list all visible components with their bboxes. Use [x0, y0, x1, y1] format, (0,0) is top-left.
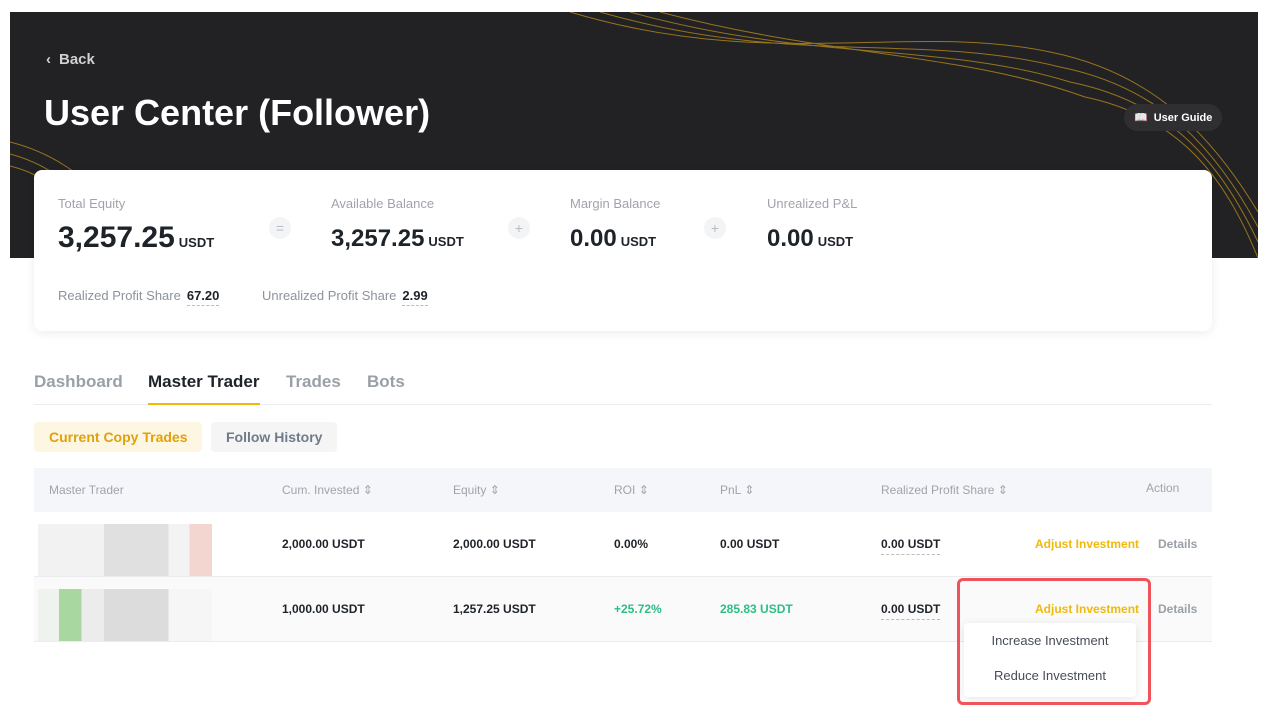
- sort-icon[interactable]: ⇕: [638, 483, 649, 497]
- unrealized-pnl-value: 0.00: [767, 225, 814, 252]
- sort-icon[interactable]: ⇕: [997, 483, 1008, 497]
- tab-bots[interactable]: Bots: [367, 372, 405, 391]
- realized-profit-share-cell[interactable]: 0.00 USDT: [881, 602, 941, 620]
- cum-invested-cell: 1,000.00 USDT: [282, 602, 365, 616]
- equity-cell: 2,000.00 USDT: [453, 537, 536, 551]
- sort-icon[interactable]: ⇕: [489, 483, 500, 497]
- unrealized-profit-share-label: Unrealized Profit Share: [262, 288, 397, 303]
- unrealized-pnl-label: Unrealized P&L: [767, 196, 858, 211]
- col-realized-profit-share-label: Realized Profit Share: [881, 483, 995, 497]
- available-balance-unit: USDT: [428, 234, 464, 249]
- chevron-left-icon: ‹: [46, 51, 51, 68]
- realized-profit-share-value[interactable]: 67.20: [186, 288, 220, 306]
- adjust-investment-button[interactable]: Adjust Investment: [1035, 537, 1140, 551]
- available-balance: Available Balance 3,257.25 USDT: [331, 196, 464, 253]
- main-tabs: Dashboard Master Trader Trades Bots: [34, 372, 1212, 405]
- plus-icon: +: [704, 217, 726, 239]
- table-header: Master Trader Cum. Invested ⇕ Equity ⇕ R…: [34, 468, 1212, 512]
- trader-avatar-blurred[interactable]: [38, 524, 212, 576]
- current-copy-trades-button[interactable]: Current Copy Trades: [34, 422, 203, 452]
- reduce-investment-option[interactable]: Reduce Investment: [993, 668, 1106, 683]
- unrealized-pnl: Unrealized P&L 0.00 USDT: [767, 196, 857, 253]
- col-cum-invested-label: Cum. Invested: [282, 483, 360, 497]
- equals-icon: =: [269, 217, 291, 239]
- total-equity-value: 3,257.25: [58, 221, 175, 254]
- margin-balance-label: Margin Balance: [570, 196, 661, 211]
- col-roi-label: ROI: [614, 483, 636, 497]
- margin-balance: Margin Balance 0.00 USDT: [570, 196, 660, 253]
- back-link[interactable]: ‹ Back: [46, 51, 95, 68]
- margin-balance-value: 0.00: [570, 225, 617, 252]
- realized-profit-share-label: Realized Profit Share: [58, 288, 181, 303]
- unrealized-profit-share: Unrealized Profit Share 2.99: [262, 288, 428, 306]
- available-balance-label: Available Balance: [331, 196, 435, 211]
- increase-investment-option[interactable]: Increase Investment: [991, 633, 1109, 648]
- cum-invested-cell: 2,000.00 USDT: [282, 537, 365, 551]
- unrealized-pnl-unit: USDT: [817, 234, 854, 249]
- pnl-cell: 0.00 USDT: [720, 537, 780, 551]
- adjust-investment-dropdown: Increase Investment Reduce Investment: [964, 623, 1136, 697]
- summary-card: Total Equity 3,257.25 USDT = Available Bal…: [34, 170, 1212, 331]
- tab-master-trader[interactable]: Master Trader: [148, 372, 260, 405]
- col-pnl[interactable]: PnL ⇕: [720, 483, 754, 497]
- back-label: Back: [59, 51, 95, 68]
- decorative-waves: [10, 12, 1258, 258]
- available-balance-value: 3,257.25: [331, 225, 425, 252]
- equity-cell: 1,257.25 USDT: [453, 602, 536, 616]
- total-equity-label: Total Equity: [58, 196, 126, 211]
- follow-history-button[interactable]: Follow History: [211, 422, 338, 452]
- details-button[interactable]: Details: [1158, 537, 1198, 551]
- margin-balance-unit: USDT: [620, 234, 657, 249]
- total-equity-unit: USDT: [178, 235, 215, 250]
- roi-cell: +25.72%: [614, 602, 662, 616]
- sort-icon[interactable]: ⇕: [744, 483, 755, 497]
- roi-cell: 0.00%: [614, 537, 649, 551]
- col-realized-profit-share[interactable]: Realized Profit Share ⇕: [881, 483, 1008, 497]
- page-title: User Center (Follower): [44, 92, 431, 133]
- user-guide-label: User Guide: [1153, 111, 1213, 124]
- unrealized-profit-share-value[interactable]: 2.99: [402, 288, 428, 306]
- total-equity: Total Equity 3,257.25 USDT: [58, 196, 214, 255]
- realized-profit-share: Realized Profit Share 67.20: [58, 288, 220, 306]
- trader-avatar-blurred[interactable]: [38, 589, 212, 641]
- col-equity[interactable]: Equity ⇕: [453, 483, 500, 497]
- details-button[interactable]: Details: [1158, 602, 1198, 616]
- sort-icon[interactable]: ⇕: [362, 483, 373, 497]
- tab-dashboard[interactable]: Dashboard: [34, 372, 123, 391]
- col-equity-label: Equity: [453, 483, 487, 497]
- user-guide-button[interactable]: 📖 User Guide: [1124, 104, 1223, 131]
- col-roi[interactable]: ROI ⇕: [614, 483, 649, 497]
- col-cum-invested[interactable]: Cum. Invested ⇕: [282, 483, 373, 497]
- pnl-cell: 285.83 USDT: [720, 602, 793, 616]
- plus-icon: +: [508, 217, 530, 239]
- tab-trades[interactable]: Trades: [286, 372, 341, 391]
- col-action: Action: [1146, 481, 1180, 495]
- realized-profit-share-cell[interactable]: 0.00 USDT: [881, 537, 941, 555]
- adjust-investment-button[interactable]: Adjust Investment: [1035, 602, 1140, 616]
- col-pnl-label: PnL: [720, 483, 741, 497]
- col-master-trader: Master Trader: [49, 483, 124, 497]
- book-icon: 📖: [1134, 112, 1148, 124]
- table-row: 2,000.00 USDT 2,000.00 USDT 0.00% 0.00 U…: [34, 512, 1212, 577]
